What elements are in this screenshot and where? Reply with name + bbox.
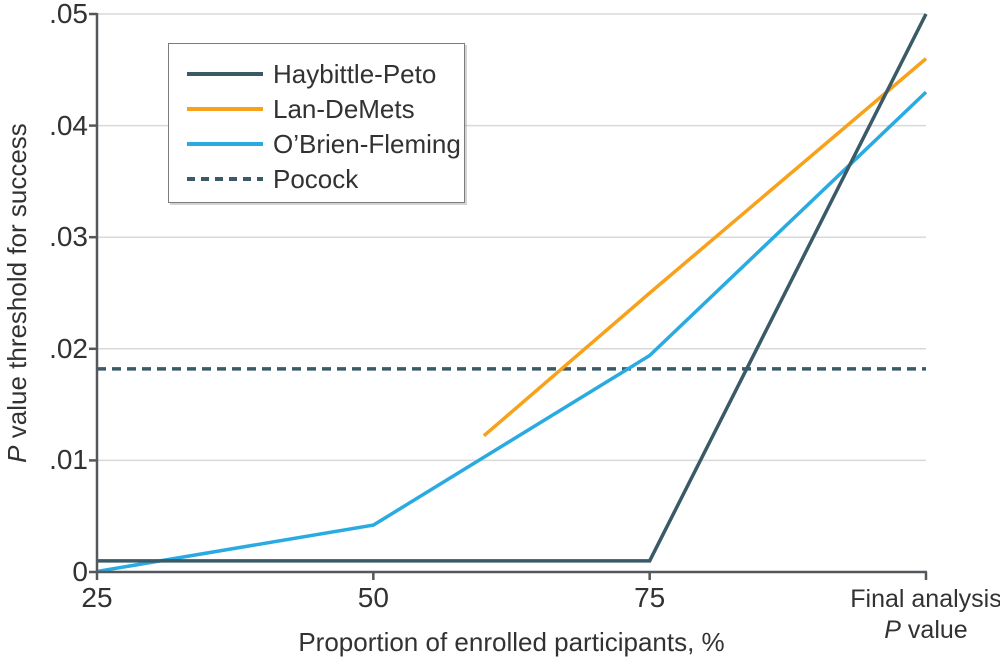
legend-swatch-obrien-fleming bbox=[187, 141, 263, 146]
x-tick-label: 75 bbox=[634, 582, 666, 613]
y-tick-label: .02 bbox=[49, 332, 88, 364]
legend-label-haybittle-peto: Haybittle-Peto bbox=[273, 58, 437, 89]
y-tick-label: .01 bbox=[49, 444, 88, 476]
legend-swatch-haybittle-peto bbox=[187, 71, 263, 76]
final-analysis-line2: P value bbox=[884, 616, 968, 644]
series-line-haybittle-peto bbox=[97, 13, 928, 563]
x-tick-label: 25 bbox=[81, 582, 113, 613]
series-line-lan-demets bbox=[482, 57, 928, 438]
y-axis-title-text: value threshold for success bbox=[2, 123, 32, 446]
legend-item-haybittle-peto: Haybittle-Peto bbox=[169, 56, 464, 91]
series-line-o-brien-fleming bbox=[96, 90, 928, 574]
legend-item-pocock: Pocock bbox=[169, 161, 464, 196]
y-tick-label: .03 bbox=[49, 221, 88, 253]
y-axis-title: P value threshold for success bbox=[0, 123, 34, 463]
x-tick-label: 50 bbox=[357, 582, 389, 613]
legend-label-lan-demets: Lan-DeMets bbox=[273, 93, 415, 124]
legend-item-obrien-fleming: O’Brien-Fleming bbox=[169, 126, 464, 161]
legend-item-lan-demets: Lan-DeMets bbox=[169, 91, 464, 126]
x-tick-label-final-analysis: Final analysis P value bbox=[806, 584, 1000, 646]
legend-label-pocock: Pocock bbox=[273, 163, 359, 194]
legend-swatch-lan-demets bbox=[187, 106, 263, 111]
y-tick-label: .04 bbox=[49, 109, 88, 141]
y-tick-label: 0 bbox=[72, 556, 88, 587]
y-axis-title-italic-p: P bbox=[2, 445, 32, 463]
final-analysis-line1: Final analysis bbox=[850, 585, 1000, 613]
legend: Haybittle-Peto Lan-DeMets O’Brien-Flemin… bbox=[168, 43, 465, 203]
y-tick-label: .05 bbox=[49, 0, 88, 29]
legend-swatch-pocock bbox=[187, 176, 263, 181]
legend-label-obrien-fleming: O’Brien-Fleming bbox=[273, 128, 461, 159]
x-axis-title: Proportion of enrolled participants, % bbox=[298, 627, 725, 657]
